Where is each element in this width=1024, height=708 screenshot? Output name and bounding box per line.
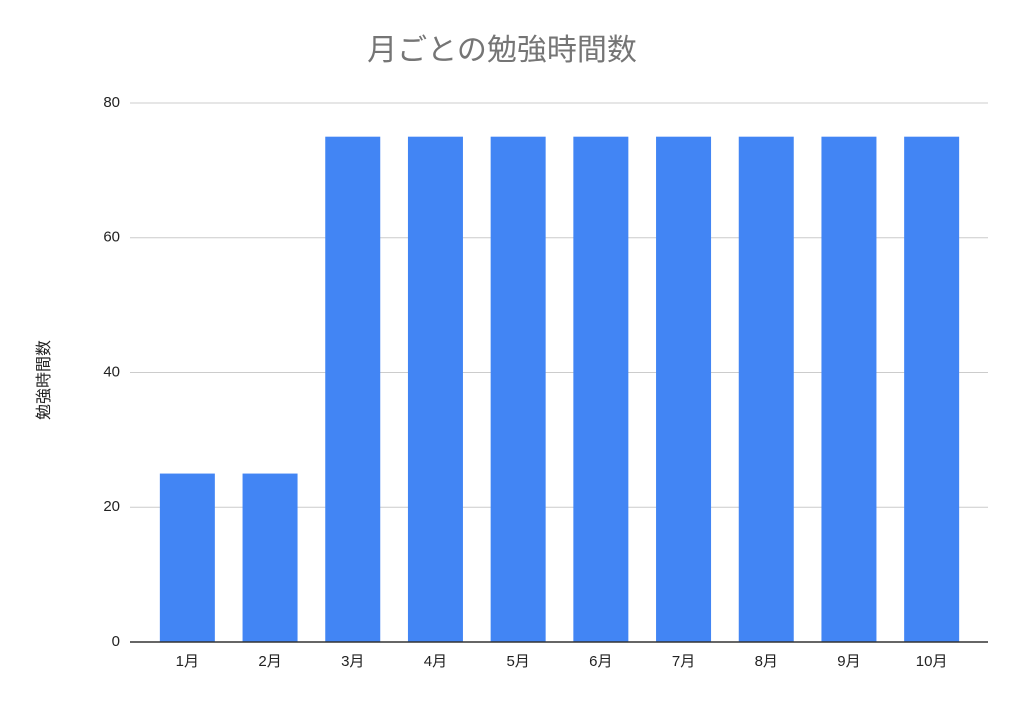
y-axis-label: 勉強時間数 (35, 340, 53, 420)
x-tick-label: 6月 (589, 653, 612, 670)
y-tick-label: 80 (103, 94, 120, 111)
bar (325, 136, 381, 642)
x-tick-label: 10月 (916, 653, 948, 670)
y-tick-label: 40 (103, 363, 120, 380)
bar (573, 136, 629, 642)
y-tick-label: 20 (103, 498, 120, 515)
x-tick-label: 7月 (672, 653, 695, 670)
bar (159, 473, 215, 642)
bar (490, 136, 546, 642)
x-tick-label: 4月 (424, 653, 447, 670)
bar (738, 136, 794, 642)
y-tick-label: 60 (103, 229, 120, 246)
x-tick-label: 8月 (755, 653, 778, 670)
x-tick-label: 1月 (176, 653, 199, 670)
bar (242, 473, 298, 642)
x-tick-label: 2月 (258, 653, 281, 670)
bar (904, 136, 960, 642)
x-tick-label: 9月 (837, 653, 860, 670)
y-tick-label: 0 (112, 633, 120, 650)
bar (656, 136, 712, 642)
x-tick-label: 5月 (506, 653, 529, 670)
bar (821, 136, 877, 642)
x-tick-label: 3月 (341, 653, 364, 670)
chart-title: 月ごとの勉強時間数 (367, 34, 637, 67)
bar (407, 136, 463, 642)
